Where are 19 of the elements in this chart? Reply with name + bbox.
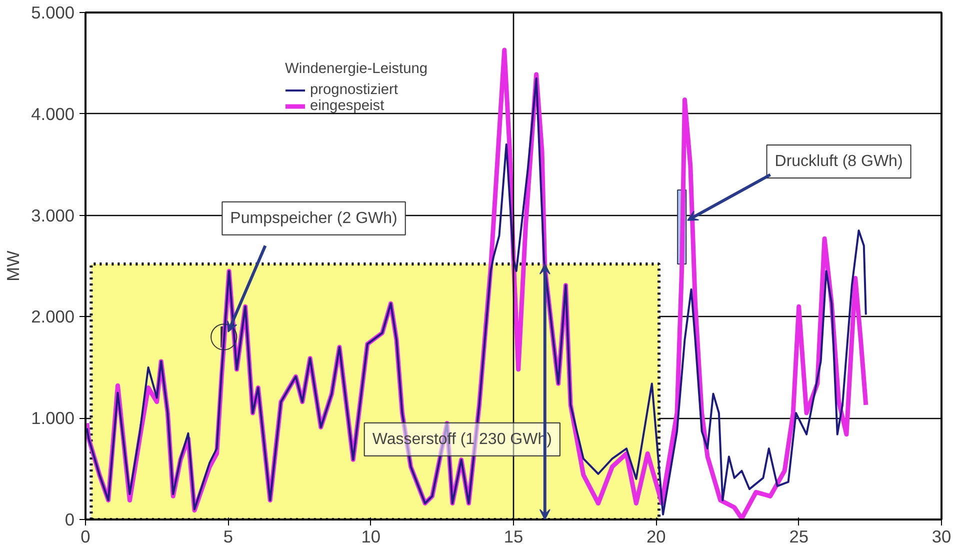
x-tick-label: 20: [646, 526, 666, 546]
y-tick-label: 5.000: [31, 2, 75, 22]
legend-label: prognostiziert: [310, 82, 398, 98]
y-tick-label: 2.000: [31, 306, 75, 327]
legend-title: Windenergie-Leistung: [285, 61, 428, 77]
annotation: Druckluft (8 GWh): [774, 153, 903, 170]
y-tick-label: 0: [64, 510, 75, 530]
annotation: Pumpspeicher (2 GWh): [230, 210, 398, 227]
x-tick-label: 25: [789, 526, 808, 546]
x-tick-label: 30: [932, 526, 952, 546]
x-tick-label: 15: [504, 526, 524, 546]
y-tick-label: 3.000: [31, 205, 75, 226]
y-axis-title: MW: [3, 250, 24, 282]
x-tick-label: 5: [223, 526, 233, 546]
x-tick-label: 0: [80, 526, 90, 546]
legend-label: eingespeist: [310, 98, 384, 114]
x-tick-label: 10: [361, 526, 380, 546]
y-tick-label: 1.000: [31, 408, 75, 428]
y-tick-label: 4.000: [31, 104, 75, 124]
